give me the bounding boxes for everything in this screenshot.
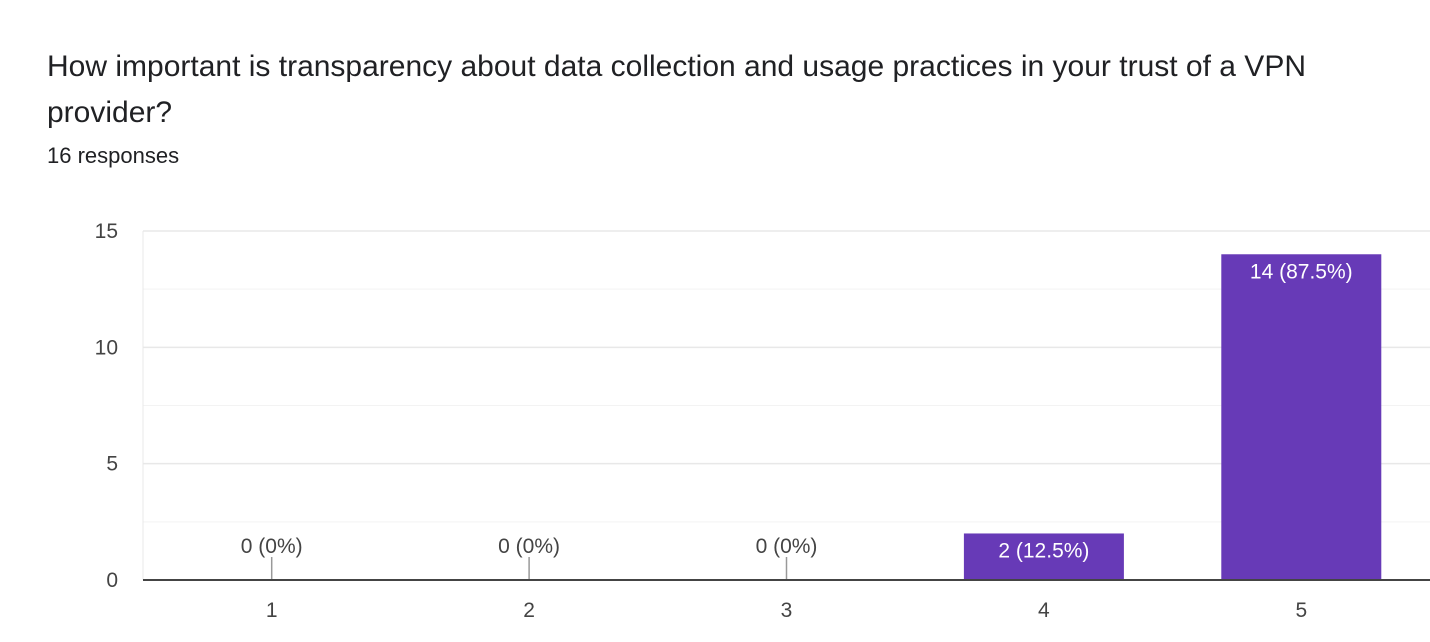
x-tick-label: 4 xyxy=(1038,599,1050,622)
data-label: 14 (87.5%) xyxy=(1250,260,1353,283)
data-label: 2 (12.5%) xyxy=(998,539,1089,562)
bar xyxy=(1221,254,1382,580)
x-tick-label: 1 xyxy=(266,599,278,622)
x-tick-label: 3 xyxy=(781,599,793,622)
question-title: How important is transparency about data… xyxy=(47,50,1306,129)
y-tick-label: 15 xyxy=(95,220,118,243)
x-tick-label: 2 xyxy=(523,599,535,622)
y-tick-label: 5 xyxy=(106,453,118,476)
data-label: 0 (0%) xyxy=(756,535,818,558)
y-tick-label: 10 xyxy=(95,336,118,359)
data-label: 0 (0%) xyxy=(241,535,303,558)
response-count: 16 responses xyxy=(47,143,180,168)
y-tick-label: 0 xyxy=(106,569,118,592)
bar xyxy=(963,533,1124,580)
x-tick-label: 5 xyxy=(1295,599,1307,622)
data-label: 0 (0%) xyxy=(498,535,560,558)
